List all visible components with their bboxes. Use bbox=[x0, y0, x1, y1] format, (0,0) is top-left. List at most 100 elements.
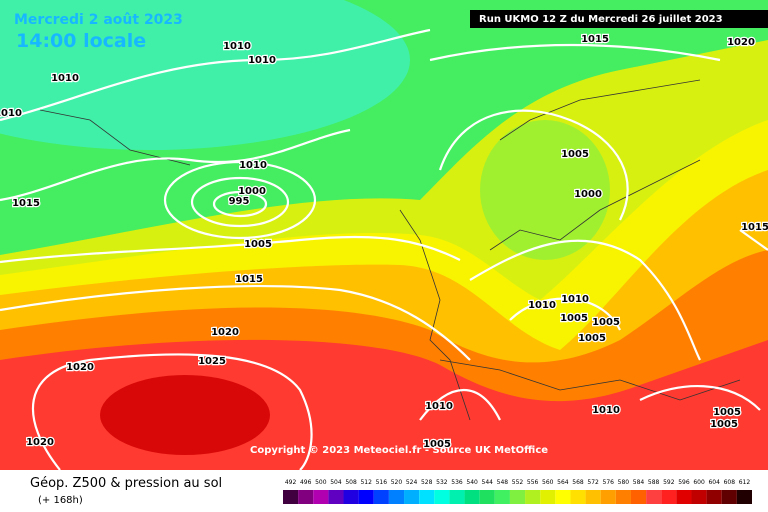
isobar-label: 1015 bbox=[581, 34, 609, 45]
isobar-label: 1005 bbox=[244, 239, 272, 250]
scale-label: 560 bbox=[542, 479, 554, 486]
run-info: Run UKMO 12 Z du Mercredi 26 juillet 202… bbox=[479, 14, 723, 25]
isobar bbox=[0, 284, 471, 361]
isobar-label: 1010 bbox=[239, 160, 267, 171]
scale-swatch bbox=[313, 490, 329, 504]
isobar-label: 1000 bbox=[238, 186, 266, 197]
isobar-label: 1015 bbox=[235, 274, 263, 285]
isobar-label: 1005 bbox=[561, 149, 589, 160]
isobar-label: 1005 bbox=[578, 333, 606, 344]
isobar-label: 1015 bbox=[741, 222, 768, 233]
isobar-label: 1020 bbox=[66, 362, 94, 373]
scale-swatch bbox=[434, 490, 450, 504]
forecast-time: 14:00 locale bbox=[16, 30, 146, 52]
scale-label: 580 bbox=[618, 479, 630, 486]
field-cyan bbox=[0, 0, 410, 150]
isobar bbox=[0, 28, 431, 122]
scale-label: 528 bbox=[421, 479, 433, 486]
scale-swatch bbox=[661, 490, 677, 504]
scale-swatch bbox=[449, 490, 465, 504]
isobar-label: 1000 bbox=[574, 189, 602, 200]
scale-swatch bbox=[615, 490, 631, 504]
scale-swatch bbox=[736, 490, 752, 504]
isobar-label: 1020 bbox=[26, 437, 54, 448]
isobar-label: 1010 bbox=[223, 41, 251, 52]
legend-subtitle: (+ 168h) bbox=[38, 495, 83, 506]
scale-label: 600 bbox=[693, 479, 705, 486]
isobar-label: 1005 bbox=[592, 317, 620, 328]
scale-swatch bbox=[283, 490, 299, 504]
scale-label: 588 bbox=[648, 479, 660, 486]
scale-label: 540 bbox=[466, 479, 478, 486]
isobar-label: 1005 bbox=[560, 313, 588, 324]
scale-label: 512 bbox=[360, 479, 372, 486]
scale-swatch bbox=[494, 490, 510, 504]
isobar-label: 1025 bbox=[198, 356, 226, 367]
legend-title: Géop. Z500 & pression au sol bbox=[30, 476, 222, 491]
scale-swatch bbox=[373, 490, 389, 504]
isobar-label: 1010 bbox=[0, 108, 22, 119]
scale-swatch bbox=[585, 490, 601, 504]
scale-label: 568 bbox=[572, 479, 584, 486]
isobar-label: 1005 bbox=[713, 407, 741, 418]
scale-label: 552 bbox=[512, 479, 524, 486]
scale-swatch bbox=[343, 490, 359, 504]
scale-swatch bbox=[525, 490, 541, 504]
isobar bbox=[419, 229, 768, 421]
scale-label: 564 bbox=[557, 479, 569, 486]
scale-swatch bbox=[540, 490, 556, 504]
coastline bbox=[39, 79, 741, 421]
scale-label: 492 bbox=[285, 479, 297, 486]
isobar bbox=[429, 43, 721, 221]
isobar-label: 1010 bbox=[561, 294, 589, 305]
scale-swatch bbox=[509, 490, 526, 504]
scale-swatch bbox=[388, 490, 405, 504]
isobar-label: 1005 bbox=[710, 419, 738, 430]
isobar-label: 1010 bbox=[425, 401, 453, 412]
isobar bbox=[212, 190, 268, 218]
scale-swatch bbox=[676, 490, 692, 504]
field-dark-red bbox=[100, 375, 270, 455]
scale-swatch bbox=[404, 490, 420, 504]
isobar-label: 1010 bbox=[528, 300, 556, 311]
isobar-label: 1010 bbox=[248, 55, 276, 66]
isobar-label: 1010 bbox=[592, 405, 620, 416]
copyright: Copyright © 2023 Meteociel.fr - Source U… bbox=[250, 445, 548, 456]
scale-swatch bbox=[464, 490, 480, 504]
isobar-label: 1015 bbox=[12, 198, 40, 209]
isobar-label: 1010 bbox=[51, 73, 79, 84]
scale-swatch bbox=[479, 490, 495, 504]
isobar bbox=[469, 239, 701, 361]
forecast-date: Mercredi 2 août 2023 bbox=[14, 12, 183, 28]
isobar bbox=[0, 128, 351, 202]
scale-label: 508 bbox=[345, 479, 357, 486]
scale-label: 608 bbox=[724, 479, 736, 486]
scale-label: 592 bbox=[663, 479, 675, 486]
isobar bbox=[163, 160, 317, 240]
isobar-labels: 1010101010101010101510201010100099510051… bbox=[0, 33, 768, 452]
scale-label: 544 bbox=[482, 479, 494, 486]
scale-label: 524 bbox=[406, 479, 418, 486]
scale-label: 496 bbox=[300, 479, 312, 486]
scale-swatch bbox=[691, 490, 707, 504]
scale-label: 556 bbox=[527, 479, 539, 486]
scale-swatch bbox=[328, 490, 344, 504]
scale-swatch bbox=[298, 490, 314, 504]
isobar-label: 995 bbox=[229, 196, 250, 207]
scale-label: 612 bbox=[739, 479, 751, 486]
scale-label: 572 bbox=[587, 479, 599, 486]
scale-label: 584 bbox=[633, 479, 645, 486]
scale-label: 536 bbox=[451, 479, 463, 486]
scale-label: 532 bbox=[436, 479, 448, 486]
scale-label: 520 bbox=[391, 479, 403, 486]
isobar bbox=[0, 235, 461, 264]
isobar bbox=[190, 176, 290, 228]
isobar bbox=[31, 353, 313, 471]
scale-swatch bbox=[630, 490, 647, 504]
scale-swatch bbox=[555, 490, 571, 504]
scale-swatch bbox=[419, 490, 435, 504]
scale-label: 500 bbox=[315, 479, 327, 486]
scale-label: 504 bbox=[330, 479, 342, 486]
color-scale: 492 496 500 504 508 512 516 520 524 528 532 536 540 5… bbox=[283, 479, 752, 504]
